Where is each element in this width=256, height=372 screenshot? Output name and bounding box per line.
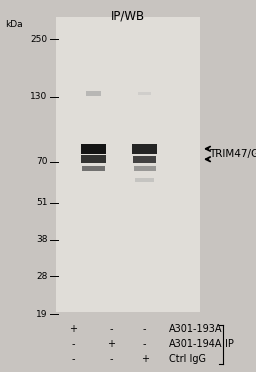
Text: 70: 70 [36, 157, 47, 166]
Text: -: - [143, 339, 146, 349]
Text: -: - [110, 354, 113, 364]
Text: A301-193A: A301-193A [169, 324, 222, 334]
Text: +: + [69, 324, 77, 334]
Text: 51: 51 [36, 198, 47, 207]
Text: IP/WB: IP/WB [111, 9, 145, 22]
Bar [82, 166, 105, 171]
Bar [133, 144, 157, 154]
Text: 250: 250 [30, 35, 47, 44]
Bar [81, 144, 105, 154]
Bar [133, 156, 156, 163]
Text: 28: 28 [36, 272, 47, 280]
Bar [135, 178, 154, 182]
Text: Ctrl IgG: Ctrl IgG [169, 354, 206, 364]
Text: -: - [110, 324, 113, 334]
Bar [134, 166, 155, 170]
Text: -: - [71, 339, 75, 349]
Text: 38: 38 [36, 235, 47, 244]
Text: +: + [107, 339, 115, 349]
Bar [86, 91, 101, 96]
Text: A301-194A: A301-194A [169, 339, 222, 349]
Text: kDa: kDa [5, 20, 23, 29]
Bar [138, 92, 151, 95]
Bar [56, 17, 200, 312]
Text: 19: 19 [36, 310, 47, 319]
Text: 130: 130 [30, 92, 47, 101]
Text: -: - [143, 324, 146, 334]
Text: IP: IP [225, 339, 234, 349]
Bar [81, 155, 105, 163]
Text: -: - [71, 354, 75, 364]
Text: TRIM47/GOA: TRIM47/GOA [209, 149, 256, 158]
Text: +: + [141, 354, 149, 364]
